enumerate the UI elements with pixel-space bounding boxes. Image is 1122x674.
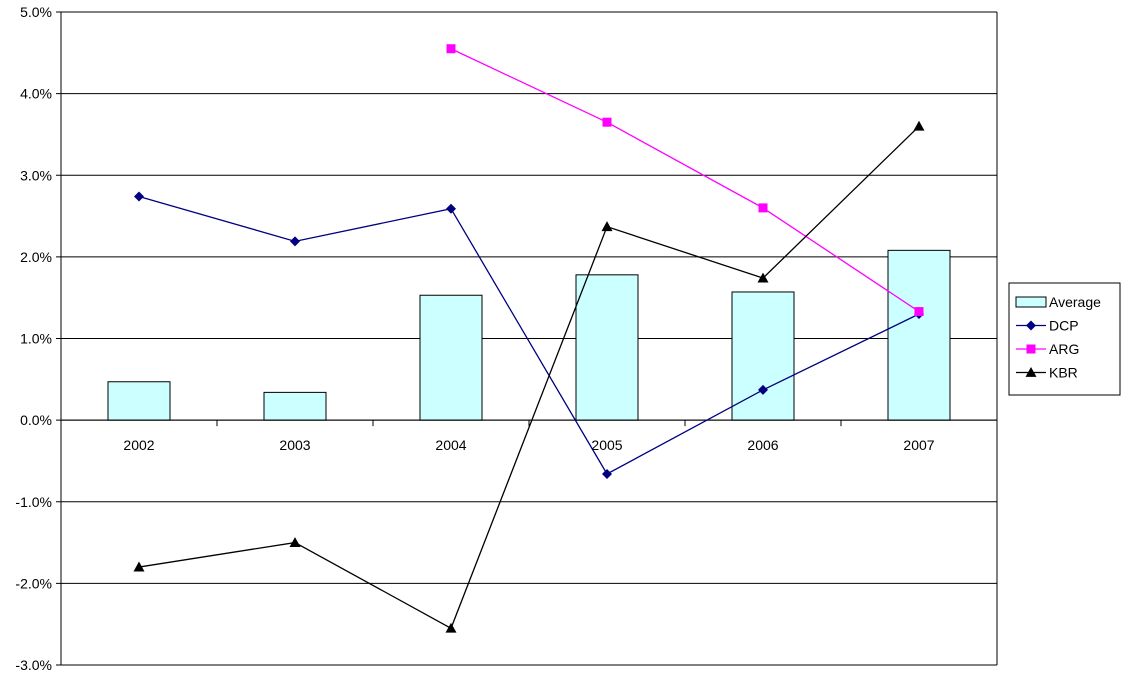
y-tick-label: 4.0% <box>20 86 52 102</box>
bars <box>107 249 951 421</box>
point-kbr-2002 <box>133 561 145 572</box>
legend-swatch-average <box>1015 296 1047 308</box>
point-dcp-2003 <box>290 236 300 247</box>
point-arg-2006 <box>758 203 768 213</box>
point-dcp-2006 <box>758 384 768 395</box>
x-tick-labels: 2002 2003 2004 2005 2006 2007 <box>123 437 934 453</box>
y-tick-label: 5.0% <box>20 4 52 20</box>
legend-label-average: Average <box>1049 294 1101 310</box>
legend-label-arg: ARG <box>1049 341 1079 357</box>
x-tick-label: 2002 <box>123 437 154 453</box>
point-kbr-2007 <box>913 120 925 131</box>
point-dcp-2002 <box>134 191 144 202</box>
axes <box>56 11 998 666</box>
gridlines <box>61 11 997 666</box>
series-line-dcp <box>138 195 920 475</box>
series-lines <box>138 48 920 630</box>
point-kbr-2006 <box>757 272 769 283</box>
y-tick-label: 1.0% <box>20 331 52 347</box>
bar-average-2006 <box>731 291 795 421</box>
point-kbr-2005 <box>601 221 613 232</box>
legend-marker-kbr <box>1025 367 1037 377</box>
x-tick-label: 2003 <box>279 437 310 453</box>
y-tick-label: 3.0% <box>20 167 52 183</box>
x-tick-label: 2006 <box>747 437 778 453</box>
y-tick-label: 0.0% <box>20 412 52 428</box>
point-dcp-2005 <box>602 468 612 479</box>
legend-label-dcp: DCP <box>1049 318 1079 334</box>
bar-average-2007 <box>887 249 951 421</box>
bar-average-2003 <box>263 391 327 421</box>
legend-label-kbr: KBR <box>1049 365 1078 381</box>
bar-average-2002 <box>107 381 171 421</box>
series-line-kbr <box>138 125 920 630</box>
bar-average-2005 <box>575 274 639 421</box>
legend-marker-dcp <box>1026 320 1036 331</box>
point-arg-2005 <box>602 117 612 127</box>
point-arg-2007 <box>914 307 924 317</box>
series-markers <box>133 44 925 633</box>
x-tick-label: 2007 <box>903 437 934 453</box>
legend-marker-arg <box>1026 344 1036 354</box>
legend: Average DCP ARG KBR <box>1008 282 1121 396</box>
x-tick-label: 2004 <box>435 437 466 453</box>
y-tick-labels: -3.0% -2.0% -1.0% 0.0% 1.0% 2.0% 3.0% 4.0% 5.0% <box>15 4 52 673</box>
point-dcp-2004 <box>446 203 456 214</box>
y-tick-label: -2.0% <box>15 575 52 591</box>
y-tick-label: -1.0% <box>15 494 52 510</box>
bar-average-2004 <box>419 294 483 421</box>
x-tick-label: 2005 <box>591 437 622 453</box>
y-tick-label: 2.0% <box>20 249 52 265</box>
y-tick-label: -3.0% <box>15 657 52 673</box>
point-kbr-2003 <box>289 537 301 547</box>
point-arg-2004 <box>446 44 456 54</box>
point-kbr-2004 <box>445 622 457 633</box>
series-line-arg <box>450 48 920 313</box>
